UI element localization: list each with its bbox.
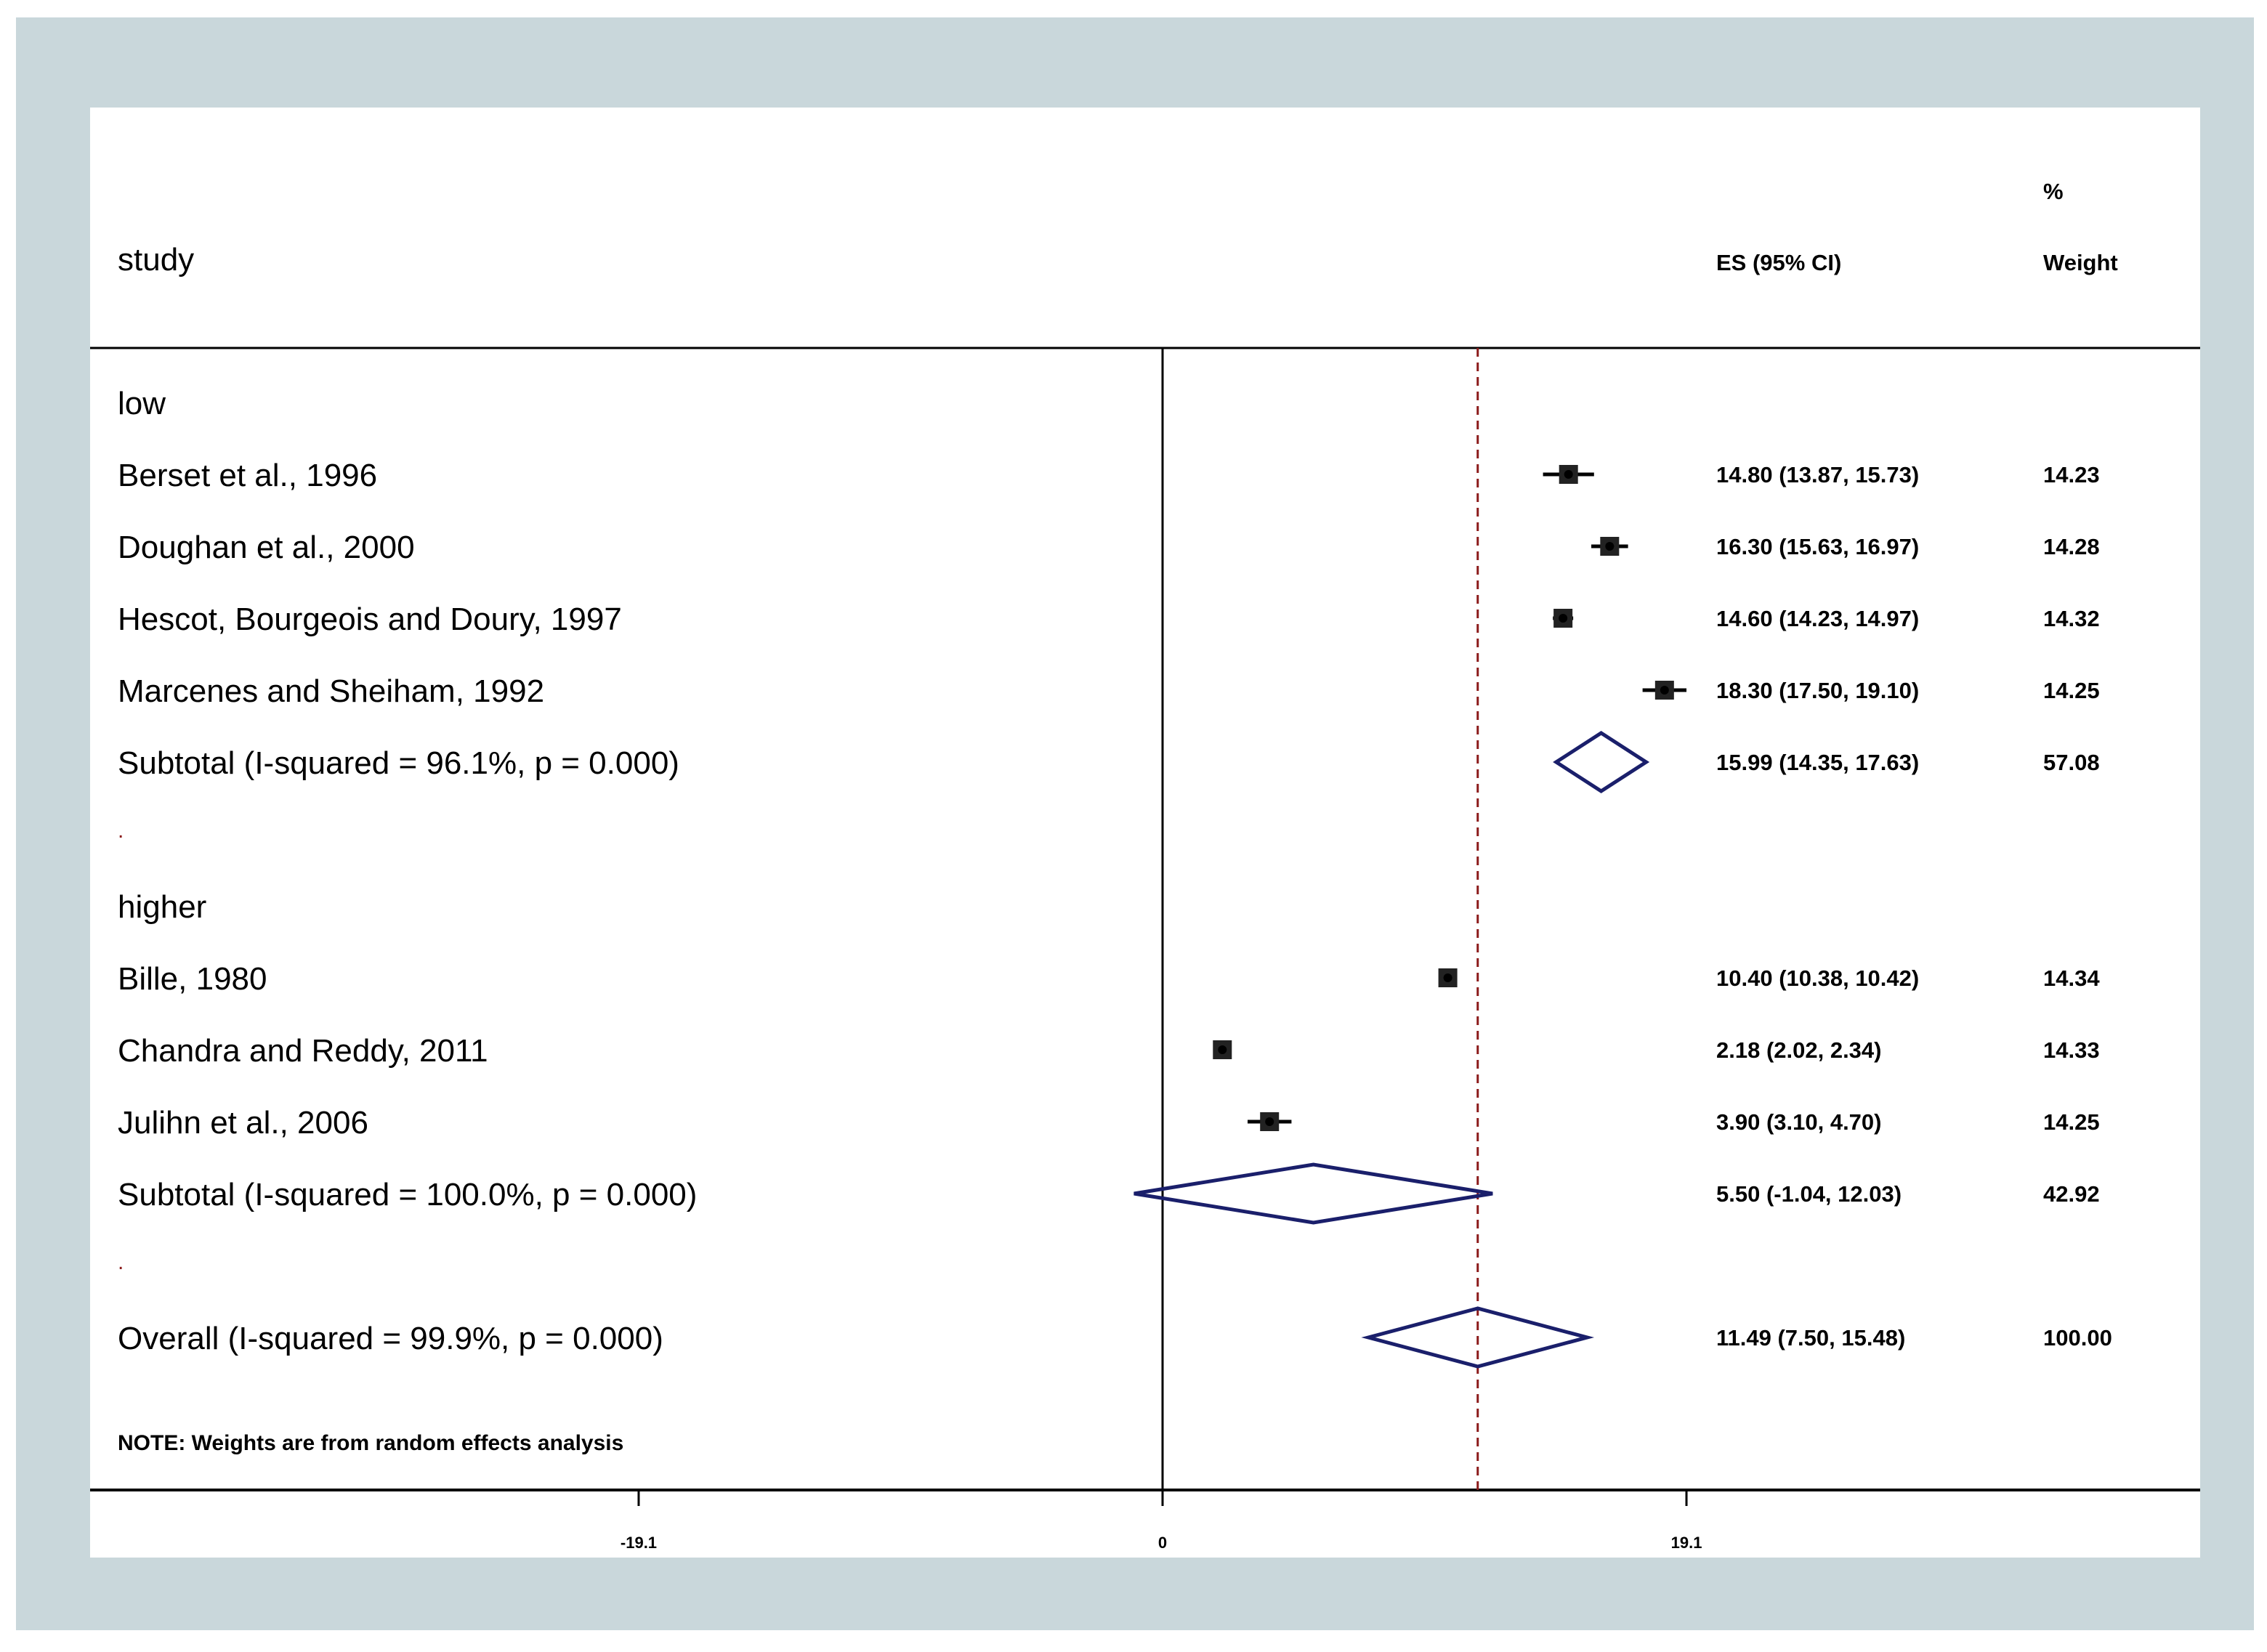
study-label: Doughan et al., 2000 xyxy=(118,530,415,565)
effect-size-ci: 5.50 (-1.04, 12.03) xyxy=(1716,1181,1902,1207)
effect-size-ci: 11.49 (7.50, 15.48) xyxy=(1716,1325,1905,1351)
study-label: Julihn et al., 2006 xyxy=(118,1105,368,1141)
subtotal-diamond xyxy=(1553,731,1650,793)
study-label: Subtotal (I-squared = 96.1%, p = 0.000) xyxy=(118,745,679,781)
effect-size-ci: 16.30 (15.63, 16.97) xyxy=(1716,534,1919,559)
weight-value: 14.34 xyxy=(2043,965,2100,991)
study-label: Bille, 1980 xyxy=(118,961,267,997)
plot-panel xyxy=(90,108,2200,1558)
point-estimate xyxy=(1559,614,1568,623)
point-estimate xyxy=(1443,973,1452,982)
weight-value: 100.00 xyxy=(2043,1325,2112,1351)
effect-size-ci: 15.99 (14.35, 17.63) xyxy=(1716,750,1919,775)
weight-value: 14.32 xyxy=(2043,606,2100,631)
group-label: higher xyxy=(118,889,206,925)
study-label: Subtotal (I-squared = 100.0%, p = 0.000) xyxy=(118,1177,697,1212)
point-estimate xyxy=(1605,542,1615,551)
study-label: Chandra and Reddy, 2011 xyxy=(118,1033,488,1069)
point-estimate xyxy=(1564,470,1573,479)
study-label: Hescot, Bourgeois and Doury, 1997 xyxy=(118,602,622,637)
point-estimate xyxy=(1218,1045,1227,1054)
header-study: study xyxy=(118,242,194,278)
effect-size-ci: 2.18 (2.02, 2.34) xyxy=(1716,1037,1882,1063)
effect-size-ci: 14.80 (13.87, 15.73) xyxy=(1716,462,1919,487)
weight-value: 14.33 xyxy=(2043,1037,2100,1063)
weight-value: 14.23 xyxy=(2043,462,2100,487)
weight-value: 14.25 xyxy=(2043,678,2100,703)
chart-frame: study ES (95% CI) % Weight -19.1 0 19.1 low… xyxy=(16,17,2254,1630)
weight-value: 14.28 xyxy=(2043,534,2100,559)
forest-plot: study ES (95% CI) % Weight -19.1 0 19.1 low… xyxy=(90,108,2200,1558)
header-weight: Weight xyxy=(2043,250,2118,275)
row-spacer-dot: . xyxy=(118,819,124,843)
effect-size-ci: 14.60 (14.23, 14.97) xyxy=(1716,606,1919,631)
x-tick-label: 0 xyxy=(1158,1534,1167,1552)
point-estimate xyxy=(1660,686,1669,695)
subtotal-diamond xyxy=(1134,1162,1493,1225)
row-spacer-dot: . xyxy=(118,1250,124,1274)
group-label: low xyxy=(118,386,166,421)
point-estimate xyxy=(1265,1117,1274,1126)
overall-diamond xyxy=(1361,1306,1595,1369)
x-tick-label: -19.1 xyxy=(621,1534,657,1552)
weight-value: 14.25 xyxy=(2043,1109,2100,1135)
weight-value: 57.08 xyxy=(2043,750,2100,775)
study-label: Marcenes and Sheiham, 1992 xyxy=(118,673,544,709)
study-label: Berset et al., 1996 xyxy=(118,458,377,493)
footnote: NOTE: Weights are from random effects an… xyxy=(118,1431,623,1455)
effect-size-ci: 10.40 (10.38, 10.42) xyxy=(1716,965,1919,991)
study-label: Overall (I-squared = 99.9%, p = 0.000) xyxy=(118,1321,663,1356)
effect-size-ci: 3.90 (3.10, 4.70) xyxy=(1716,1109,1882,1135)
weight-value: 42.92 xyxy=(2043,1181,2100,1207)
effect-size-ci: 18.30 (17.50, 19.10) xyxy=(1716,678,1919,703)
header-es: ES (95% CI) xyxy=(1716,250,1841,275)
header-weight-top: % xyxy=(2043,179,2064,204)
x-tick-label: 19.1 xyxy=(1671,1534,1702,1552)
